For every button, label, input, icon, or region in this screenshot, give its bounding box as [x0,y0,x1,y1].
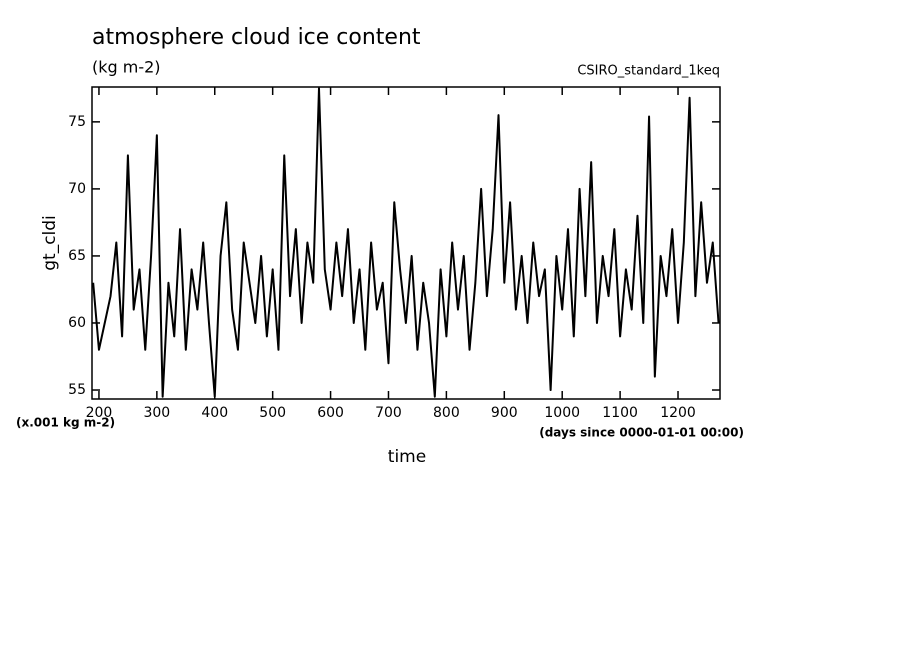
y-tick-label: 65 [68,248,86,264]
chart-subtitle: (kg m-2) [92,58,161,77]
x-tick-label: 400 [201,405,228,421]
y-tick-label: 75 [68,114,86,130]
y-axis-label: gt_cldi [40,215,60,271]
x-tick-label: 1100 [602,405,638,421]
x-tick-label: 1200 [660,405,696,421]
y-tick-label: 55 [68,382,86,398]
y-tick-label: 60 [68,315,86,331]
x-tick-label: 900 [491,405,518,421]
y-unit: (x.001 kg m-2) [16,416,115,430]
x-tick-label: 200 [86,405,113,421]
x-axis-label: time [388,447,426,467]
y-tick-label: 70 [68,181,86,197]
plot-frame [91,86,721,400]
x-tick-label: 800 [433,405,460,421]
x-unit: (days since 0000-01-01 00:00) [539,426,744,440]
annotation: CSIRO_standard_1keq [577,64,720,79]
x-tick-label: 500 [259,405,286,421]
chart-title: atmosphere cloud ice content [92,25,421,50]
x-tick-label: 300 [143,405,170,421]
x-tick-label: 600 [317,405,344,421]
x-tick-label: 700 [375,405,402,421]
x-tick-label: 1000 [544,405,580,421]
data-line [92,87,720,398]
